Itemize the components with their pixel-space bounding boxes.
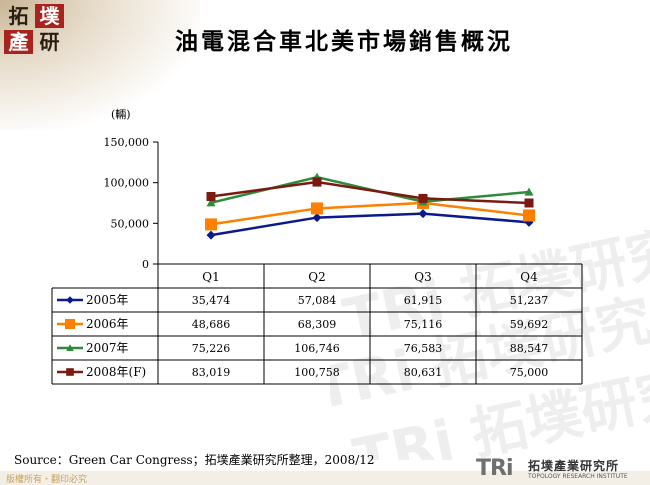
data-label: 35,474 — [192, 294, 231, 307]
y-tick-label: 50,000 — [111, 217, 150, 230]
footer-bar — [0, 471, 650, 485]
corner-background — [0, 0, 200, 130]
legend-key-marker — [66, 344, 74, 352]
legend-label: 2005年 — [86, 293, 129, 307]
tri-logo-subtitle: TOPOLOGY RESEARCH INSTITUTE — [528, 473, 628, 480]
data-label: 76,583 — [404, 342, 443, 355]
data-point — [418, 193, 428, 203]
source-note: Source：Green Car Congress；拓墣產業研究所整理，2008… — [14, 453, 375, 467]
series-line-2 — [210, 201, 530, 226]
data-point — [312, 177, 322, 187]
data-label: 80,631 — [404, 366, 443, 379]
y-unit-label: (輛) — [111, 107, 131, 121]
legend-label: 2006年 — [86, 317, 129, 331]
legend-key-marker — [65, 319, 75, 329]
data-point — [418, 209, 428, 219]
data-label: 51,237 — [510, 294, 549, 307]
logo-char-4: 研 — [39, 30, 60, 54]
data-point — [524, 187, 534, 196]
series-line-1 — [210, 212, 530, 237]
tri-logo-mark: TRi — [476, 456, 513, 481]
logo-char-3: 產 — [4, 30, 33, 54]
data-label: 106,746 — [294, 342, 340, 355]
tri-logo: TRi 拓墣產業研究所 TOPOLOGY RESEARCH INSTITUTE — [476, 456, 646, 484]
brand-logo: 拓 墣 產 研 — [4, 4, 66, 54]
data-label: 48,686 — [192, 318, 231, 331]
data-label: 100,758 — [294, 366, 340, 379]
data-point — [206, 198, 216, 207]
copyright-text: 版權所有・翻印必究 — [6, 475, 88, 485]
data-point — [311, 202, 323, 215]
x-tick-label: Q1 — [202, 270, 219, 284]
x-tick-label: Q3 — [414, 270, 431, 284]
logo-char-2: 墣 — [35, 4, 64, 28]
data-point — [206, 230, 216, 240]
y-tick-label: 150,000 — [104, 136, 150, 149]
data-point — [312, 213, 322, 223]
logo-char-1: 拓 — [8, 4, 29, 28]
x-tick-label: Q2 — [308, 270, 325, 284]
data-label: 83,019 — [192, 366, 231, 379]
data-point — [524, 198, 534, 208]
data-point — [523, 209, 535, 222]
data-label: 59,692 — [510, 318, 549, 331]
data-label: 75,116 — [404, 318, 443, 331]
data-label: 75,000 — [510, 366, 549, 379]
legend-key-marker — [66, 368, 74, 376]
x-tick-label: Q4 — [520, 270, 538, 284]
data-label: 88,547 — [510, 342, 549, 355]
data-label: 61,915 — [404, 294, 443, 307]
legend-label: 2007年 — [86, 341, 129, 355]
legend-key-marker — [66, 296, 74, 304]
tri-logo-name: 拓墣產業研究所 — [528, 459, 620, 473]
y-tick-label: 0 — [142, 258, 149, 271]
y-tick-label: 100,000 — [104, 177, 150, 190]
legend-label: 2008年(F) — [86, 365, 146, 379]
data-label: 57,084 — [298, 294, 337, 307]
data-point — [206, 191, 216, 201]
data-label: 68,309 — [298, 318, 337, 331]
data-label: 75,226 — [192, 342, 231, 355]
page-title: 油電混合車北美市場銷售概況 — [175, 28, 513, 55]
series-line-4 — [210, 180, 530, 205]
data-point — [205, 218, 217, 231]
